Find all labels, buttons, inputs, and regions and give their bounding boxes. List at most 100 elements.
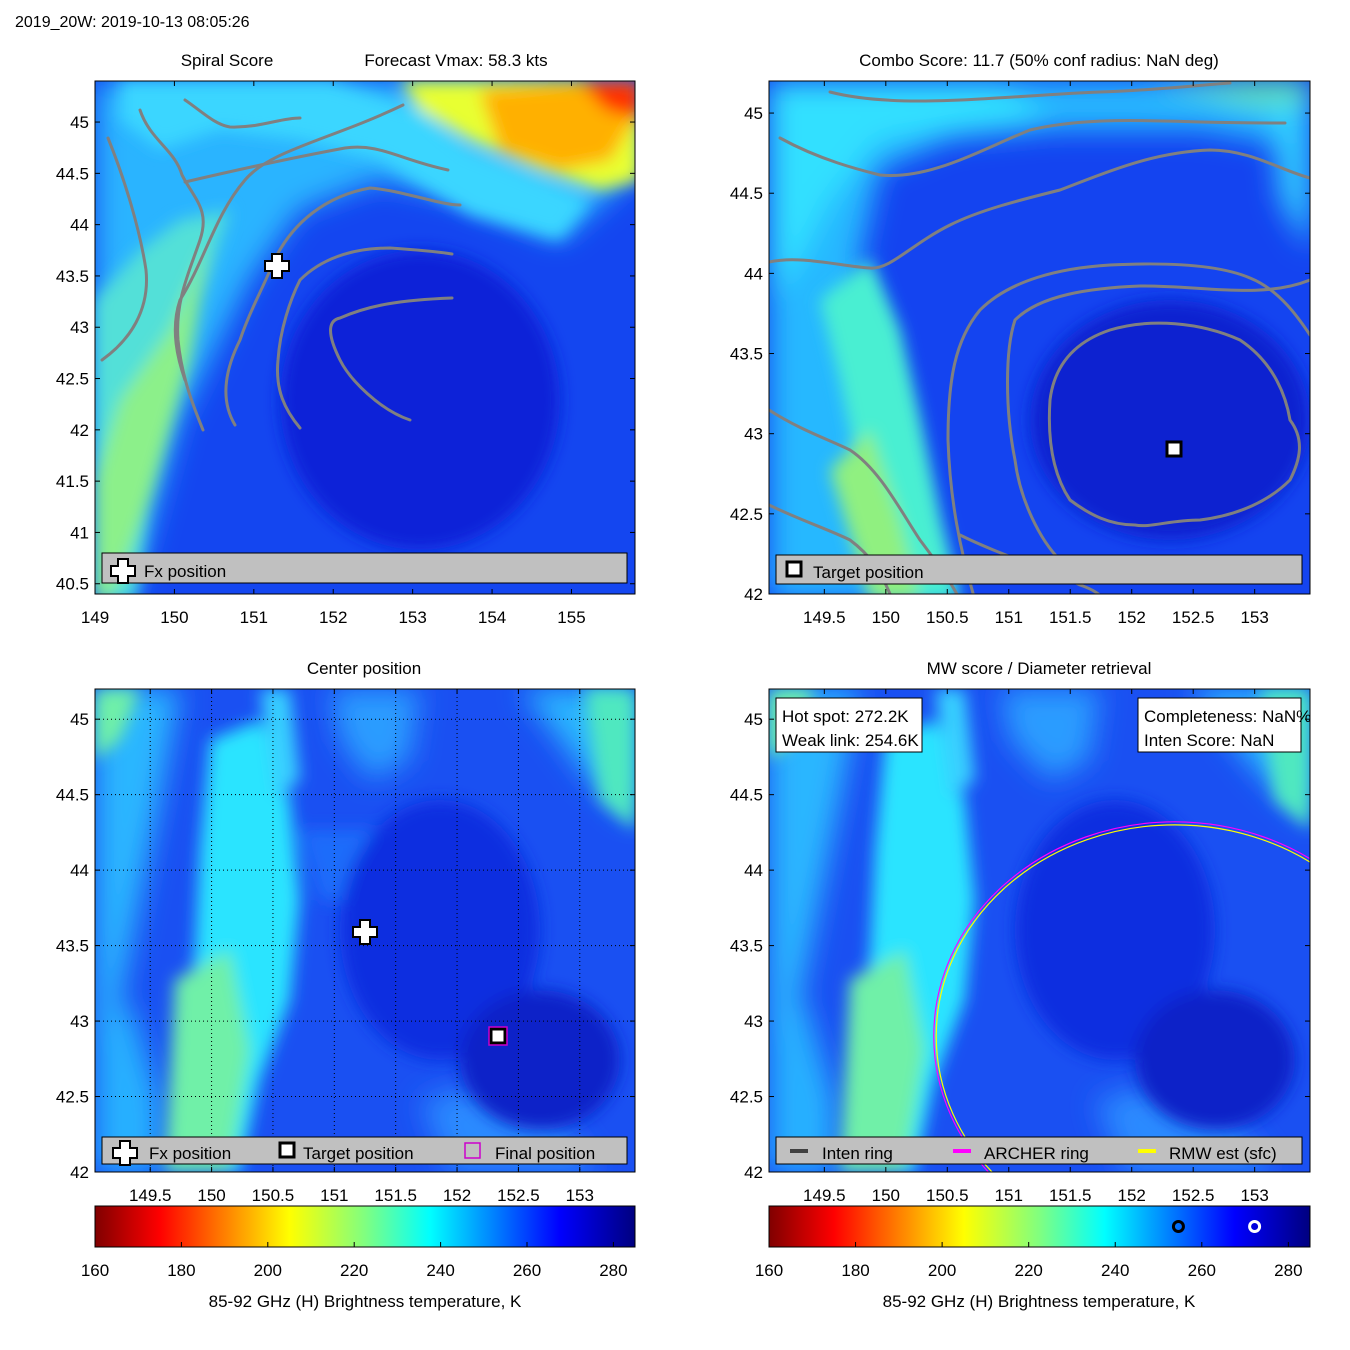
x-tick-label: 153 <box>1240 608 1268 627</box>
weak-link-text: Weak link: 254.6K <box>782 731 919 750</box>
spiral-heatmap: Fx position <box>95 81 635 594</box>
legend-target-icon <box>278 1141 296 1159</box>
x-tick-label: 153 <box>566 1186 594 1205</box>
center-title: Center position <box>307 659 421 678</box>
y-tick-label: 44 <box>744 861 763 880</box>
x-tick-label: 149.5 <box>803 1186 846 1205</box>
y-tick-label: 44.5 <box>730 184 763 203</box>
fx-position-marker <box>264 253 290 279</box>
x-tick-label: 150.5 <box>252 1186 295 1205</box>
legend-target-icon <box>785 560 803 578</box>
legend-fx-icon <box>110 558 136 584</box>
mw-legend: Inten ring ARCHER ring RMW est (sfc) <box>775 1136 1303 1165</box>
legend-fx-label: Fx position <box>144 562 226 581</box>
x-tick-label: 152 <box>443 1186 471 1205</box>
colorbar-left-label: 85-92 GHz (H) Brightness temperature, K <box>209 1292 522 1311</box>
combo-target-marker <box>1165 440 1183 458</box>
y-tick-label: 43.5 <box>56 937 89 956</box>
y-tick-label: 43 <box>744 425 763 444</box>
legend-rmw-label: RMW est (sfc) <box>1169 1144 1277 1163</box>
x-tick-label: 150 <box>872 608 900 627</box>
x-tick-label: 150 <box>160 608 188 627</box>
y-tick-label: 42 <box>744 1163 763 1182</box>
completeness-text: Completeness: NaN% <box>1144 707 1311 726</box>
colorbar-tick-label: 200 <box>928 1261 956 1280</box>
x-tick-label: 152 <box>1118 1186 1146 1205</box>
y-tick-label: 43 <box>70 1012 89 1031</box>
x-tick-label: 151 <box>995 608 1023 627</box>
x-tick-label: 149 <box>81 608 109 627</box>
legend-final-label: Final position <box>495 1144 595 1163</box>
colorbar-weak-link-marker <box>1171 1220 1185 1233</box>
x-tick-label: 149.5 <box>803 608 846 627</box>
colorbar-tick-label: 220 <box>1014 1261 1042 1280</box>
x-tick-label: 153 <box>398 608 426 627</box>
mw-heatmap: Hot spot: 272.2K Weak link: 254.6K Compl… <box>769 689 1311 1172</box>
colorbar-left: 160 180 200 220 240 260 280 85-92 GHz (H) Brig… <box>81 1205 636 1311</box>
y-tick-label: 40.5 <box>56 575 89 594</box>
colorbar-right: 160 180 200 220 240 260 280 85-92 GHz (H) Brig… <box>755 1205 1311 1311</box>
center-axes-frame <box>94 688 636 1173</box>
mw-info-right: Completeness: NaN% Inten Score: NaN <box>1137 697 1311 753</box>
colorbar-hot-spot-marker <box>1248 1220 1262 1233</box>
legend-target-label: Target position <box>813 563 924 582</box>
x-tick-label: 152 <box>1118 608 1146 627</box>
y-tick-label: 42.5 <box>56 1088 89 1107</box>
y-tick-label: 43 <box>70 318 89 337</box>
legend-inten-label: Inten ring <box>822 1144 893 1163</box>
x-tick-label: 152.5 <box>1172 1186 1215 1205</box>
mw-rings <box>933 821 1310 1172</box>
forecast-vmax-title: Forecast Vmax: 58.3 kts <box>364 51 547 70</box>
y-tick-label: 44.5 <box>56 164 89 183</box>
combo-axes-frame <box>768 80 1311 595</box>
colorbar-tick-label: 260 <box>513 1261 541 1280</box>
x-tick-label: 152 <box>319 608 347 627</box>
mw-score-panel: MW score / Diameter retrieval <box>730 659 1311 1205</box>
y-tick-label: 45 <box>70 113 89 132</box>
x-tick-label: 151.5 <box>1049 608 1092 627</box>
colorbar-right-label: 85-92 GHz (H) Brightness temperature, K <box>883 1292 1196 1311</box>
y-tick-label: 45 <box>70 710 89 729</box>
combo-score-panel: Combo Score: 11.7 (50% conf radius: NaN … <box>730 51 1311 627</box>
colorbar-tick-label: 260 <box>1188 1261 1216 1280</box>
y-tick-label: 43.5 <box>730 937 763 956</box>
y-tick-label: 45 <box>744 104 763 123</box>
x-tick-label: 150.5 <box>926 1186 969 1205</box>
colorbar-tick-label: 160 <box>755 1261 783 1280</box>
combo-heatmap: Target position <box>769 81 1310 594</box>
y-tick-label: 42 <box>70 421 89 440</box>
inten-score-text: Inten Score: NaN <box>1144 731 1274 750</box>
y-tick-label: 42.5 <box>730 1088 763 1107</box>
x-tick-label: 150 <box>197 1186 225 1205</box>
x-tick-label: 150 <box>872 1186 900 1205</box>
x-tick-label: 151 <box>240 608 268 627</box>
x-tick-label: 153 <box>1240 1186 1268 1205</box>
x-tick-label: 151 <box>320 1186 348 1205</box>
colorbar-tick-label: 180 <box>167 1261 195 1280</box>
colorbar-tick-label: 240 <box>1101 1261 1129 1280</box>
x-tick-label: 154 <box>478 608 506 627</box>
mw-title: MW score / Diameter retrieval <box>927 659 1152 678</box>
colorbar-tick-label: 240 <box>426 1261 454 1280</box>
rmw-ring <box>935 824 1310 1172</box>
y-tick-label: 43.5 <box>730 345 763 364</box>
legend-final-icon <box>464 1142 481 1159</box>
colorbar-tick-label: 200 <box>254 1261 282 1280</box>
x-tick-label: 150.5 <box>926 608 969 627</box>
y-tick-label: 42.5 <box>56 370 89 389</box>
x-tick-label: 155 <box>557 608 585 627</box>
center-grid <box>95 689 635 1172</box>
legend-archer-label: ARCHER ring <box>984 1144 1089 1163</box>
mw-info-left: Hot spot: 272.2K Weak link: 254.6K <box>775 697 923 753</box>
colorbar-tick-label: 160 <box>81 1261 109 1280</box>
y-tick-label: 42 <box>70 1163 89 1182</box>
colorbar-tick-label: 180 <box>841 1261 869 1280</box>
center-legend: Fx position Target position Final positi… <box>101 1136 628 1166</box>
legend-fx-icon <box>112 1140 138 1166</box>
legend-target-label: Target position <box>303 1144 414 1163</box>
colorbar-tick-label: 280 <box>599 1261 627 1280</box>
center-position-panel: Center position <box>56 659 636 1205</box>
combo-legend: Target position <box>775 554 1303 585</box>
mw-axes-frame <box>768 688 1311 1173</box>
